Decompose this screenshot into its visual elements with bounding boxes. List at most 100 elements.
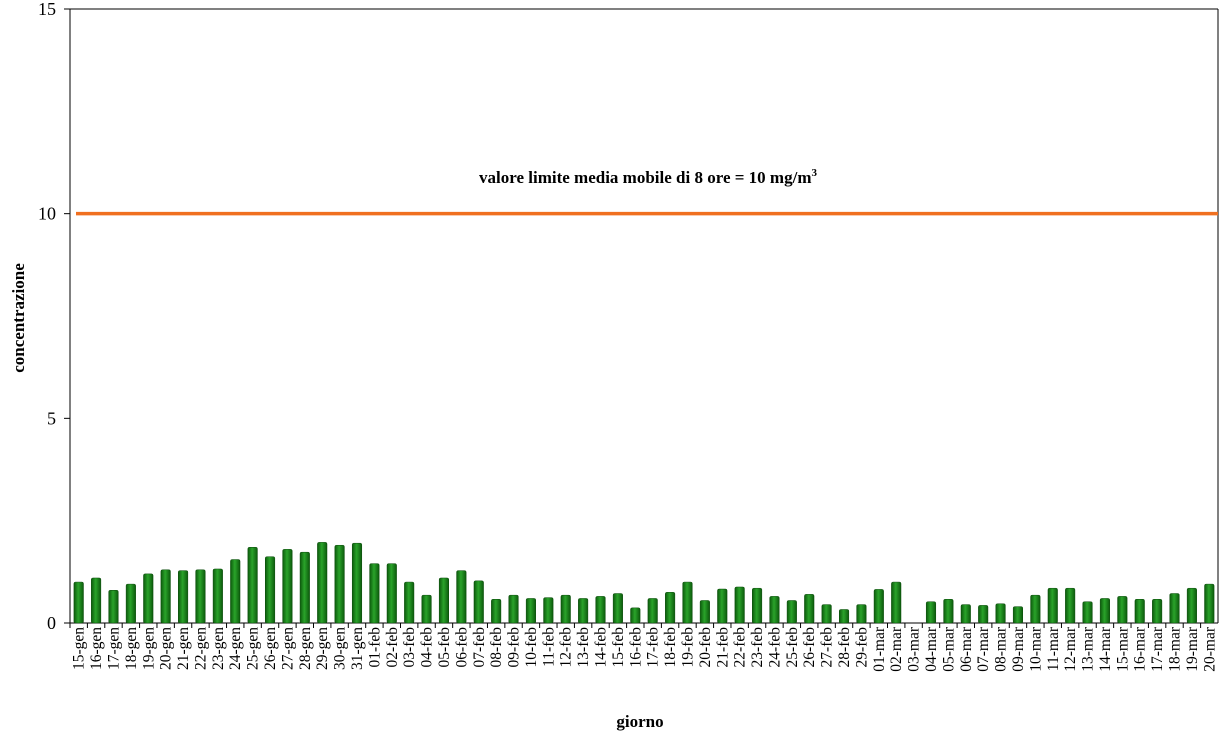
bar — [682, 581, 693, 624]
y-tick-label: 10 — [38, 204, 56, 224]
x-tick-label: 18-mar — [1167, 626, 1184, 672]
bar — [508, 594, 519, 624]
bar — [1134, 599, 1145, 624]
x-tick-label: 02-feb — [384, 627, 401, 668]
bar — [91, 577, 102, 624]
bar — [178, 570, 189, 624]
bar — [212, 568, 223, 624]
x-tick-label: 03-feb — [401, 627, 418, 668]
x-tick-label: 18-feb — [662, 627, 679, 668]
x-tick-label: 15-feb — [610, 627, 627, 668]
y-axis-label: concentrazione — [9, 263, 28, 373]
bar — [264, 556, 276, 624]
x-tick-label: 13-feb — [575, 627, 592, 668]
x-tick-label: 12-mar — [1062, 626, 1079, 672]
bar — [73, 581, 84, 624]
bar — [1030, 594, 1041, 624]
x-tick-label: 17-feb — [645, 627, 662, 668]
x-tick-label: 20-mar — [1201, 626, 1218, 672]
x-tick-label: 28-gen — [297, 627, 314, 670]
bar — [1047, 587, 1058, 624]
x-tick-label: 19-gen — [140, 627, 157, 670]
limit-line-label: valore limite media mobile di 8 ore = 10… — [479, 167, 817, 187]
x-tick-label: 26-feb — [801, 627, 818, 668]
x-tick-label: 13-mar — [1080, 626, 1097, 672]
bar — [317, 542, 328, 624]
bar — [873, 589, 884, 624]
x-tick-label: 12-feb — [558, 627, 575, 668]
x-tick-label: 07-mar — [975, 626, 992, 672]
x-tick-label: 10-feb — [523, 627, 540, 668]
x-axis-label: giorno — [616, 712, 663, 731]
x-tick-label: 20-feb — [697, 627, 714, 668]
x-tick-label: 06-mar — [958, 626, 975, 672]
bar — [978, 605, 989, 624]
x-tick-label: 26-gen — [262, 627, 279, 670]
bar — [438, 577, 450, 624]
x-tick-label: 08-mar — [993, 626, 1010, 672]
x-tick-label: 05-mar — [940, 626, 957, 672]
limit-line-label-text: valore limite media mobile di 8 ore = 10… — [479, 168, 811, 187]
bar — [630, 607, 641, 624]
bar — [734, 586, 745, 624]
x-tick-label: 21-feb — [714, 627, 731, 668]
bar — [856, 604, 867, 624]
x-tick-label: 28-feb — [836, 627, 853, 668]
x-tick-label: 16-feb — [627, 627, 644, 668]
bar — [612, 593, 623, 624]
bars-group — [73, 542, 1215, 624]
bar — [595, 596, 606, 624]
bar — [247, 547, 258, 624]
bar — [699, 600, 710, 624]
x-tick-label: 29-feb — [853, 627, 870, 668]
bar — [369, 563, 380, 624]
bar — [1082, 601, 1093, 624]
x-tick-label: 23-gen — [210, 627, 227, 670]
x-tick-label: 24-feb — [766, 627, 783, 668]
bar — [1152, 599, 1163, 624]
bar — [421, 594, 432, 624]
x-tick-label: 22-feb — [732, 627, 749, 668]
bar — [299, 551, 310, 624]
bar — [282, 549, 293, 624]
x-tick-label: 29-gen — [314, 627, 331, 670]
bar — [1065, 587, 1076, 624]
bar — [525, 598, 536, 624]
bar — [769, 596, 780, 624]
bar — [404, 581, 415, 624]
y-tick-labels: 0 5 10 15 — [38, 0, 56, 633]
x-tick-label: 19-mar — [1184, 626, 1201, 672]
bar — [386, 563, 397, 624]
x-tick-label: 01-feb — [366, 627, 383, 668]
x-tick-label: 03-mar — [906, 626, 923, 672]
y-tick-label: 15 — [38, 0, 56, 19]
bar — [195, 569, 206, 624]
bar — [143, 573, 154, 624]
x-tick-label: 24-gen — [227, 627, 244, 670]
x-tick-label: 04-mar — [923, 626, 940, 672]
x-tick-label: 02-mar — [888, 626, 905, 672]
x-tick-label: 09-mar — [1010, 626, 1027, 672]
x-tick-label: 31-gen — [349, 627, 366, 670]
bar — [1099, 598, 1110, 624]
bar — [491, 599, 502, 624]
bar — [665, 592, 676, 624]
bar — [1117, 596, 1128, 624]
x-tick-label: 19-feb — [679, 627, 696, 668]
x-tick-label: 21-gen — [175, 627, 192, 670]
bar — [560, 594, 571, 624]
bar — [786, 600, 797, 624]
x-tick-label: 01-mar — [871, 626, 888, 672]
bar — [351, 542, 363, 624]
x-tick-label: 16-gen — [88, 627, 105, 670]
bar — [821, 604, 832, 624]
x-tick-label: 15-mar — [1114, 626, 1131, 672]
bar — [578, 598, 589, 624]
bar — [108, 590, 119, 624]
x-tick-label: 27-gen — [279, 627, 296, 670]
x-tick-label: 09-feb — [506, 627, 523, 668]
bar — [1169, 593, 1180, 624]
x-tick-label: 17-mar — [1149, 626, 1166, 672]
